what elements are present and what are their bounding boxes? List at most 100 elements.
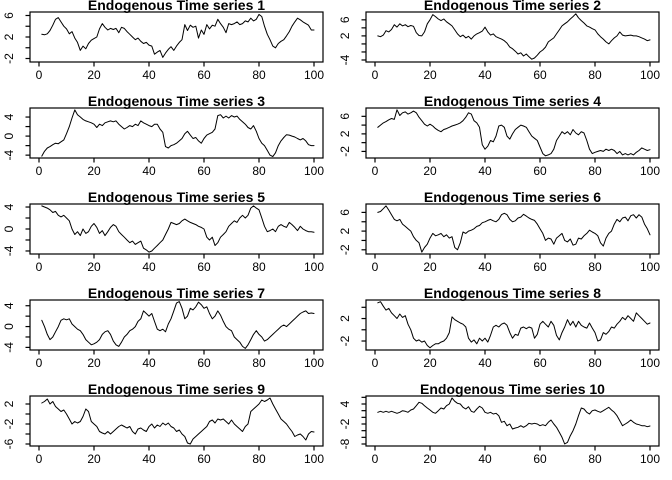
x-tick-label: 40: [142, 452, 156, 466]
plot-title: Endogenous Time series 7: [88, 288, 265, 301]
x-tick-label: 100: [304, 356, 324, 370]
x-tick-label: 20: [87, 356, 101, 370]
time-series-plot-8: Endogenous Time series 8 0 20 40 60 80 100 -2 2: [336, 288, 672, 384]
plot-box: [365, 107, 660, 159]
x-tick-label: 40: [142, 164, 156, 178]
x-tick-label: 0: [372, 164, 379, 178]
x-tick-label: 100: [304, 68, 324, 82]
series-line: [377, 301, 651, 349]
x-tick-label: 20: [423, 452, 437, 466]
time-series-plot-4: Endogenous Time series 4 0 20 40 60 80 100 -2 2 6: [336, 96, 672, 192]
time-series-plot-6: Endogenous Time series 6 0 20 40 60 80 100 -2 2 6: [336, 192, 672, 288]
plot-box: [365, 299, 660, 351]
y-tick-label: 2: [338, 227, 352, 234]
y-tick-label: -4: [338, 54, 352, 65]
x-tick-label: 100: [640, 260, 660, 274]
y-tick-label: 2: [338, 32, 352, 39]
plot-title: Endogenous Time series 5: [88, 192, 265, 205]
x-tick-label: 60: [533, 68, 547, 82]
x-tick-label: 80: [588, 68, 602, 82]
y-tick-label: -2: [2, 418, 16, 429]
x-tick-label: 0: [36, 356, 43, 370]
x-tick-label: 40: [478, 452, 492, 466]
x-tick-label: 80: [252, 356, 266, 370]
plot-box: [29, 299, 324, 351]
y-tick-label: 2: [2, 33, 16, 40]
time-series-plot-3: Endogenous Time series 3 0 20 40 60 80 100 -4 0 4: [0, 96, 336, 192]
series-line: [377, 109, 651, 157]
x-tick-label: 80: [588, 356, 602, 370]
x-tick-label: 100: [640, 164, 660, 178]
plot-canvas-8: Endogenous Time series 8 0 20 40 60 80 100 -2 2: [338, 288, 660, 370]
x-tick-label: 80: [588, 260, 602, 274]
x-tick-label: 20: [87, 68, 101, 82]
x-tick-label: 20: [423, 68, 437, 82]
x-tick-label: 80: [252, 452, 266, 466]
x-tick-label: 80: [252, 260, 266, 274]
x-tick-label: 40: [142, 260, 156, 274]
y-tick-label: -2: [338, 418, 352, 429]
plot-canvas-5: Endogenous Time series 5 0 20 40 60 80 100 -4 0 4: [2, 192, 324, 274]
y-tick-label: -8: [338, 438, 352, 449]
plot-box: [365, 203, 660, 255]
y-tick-label: -2: [338, 335, 352, 346]
x-tick-label: 20: [87, 164, 101, 178]
x-tick-label: 20: [87, 452, 101, 466]
x-tick-label: 0: [36, 260, 43, 274]
x-tick-label: 40: [478, 164, 492, 178]
x-tick-label: 80: [588, 452, 602, 466]
x-tick-label: 80: [252, 68, 266, 82]
x-tick-label: 80: [588, 164, 602, 178]
y-tick-label: 2: [2, 400, 16, 407]
x-tick-label: 20: [87, 260, 101, 274]
plot-canvas-2: Endogenous Time series 2 0 20 40 60 80 100 -4 2 6: [338, 0, 660, 82]
x-tick-label: 60: [197, 452, 211, 466]
y-tick-label: 6: [2, 12, 16, 19]
y-tick-label: 4: [2, 203, 16, 210]
series-line: [377, 13, 651, 60]
x-tick-label: 60: [197, 356, 211, 370]
y-tick-label: 6: [338, 209, 352, 216]
plot-title: Endogenous Time series 10: [420, 384, 605, 397]
x-tick-label: 40: [478, 68, 492, 82]
series-line: [41, 13, 315, 58]
y-tick-label: -4: [2, 342, 16, 353]
x-tick-label: 40: [142, 68, 156, 82]
plot-box: [29, 203, 324, 255]
x-tick-label: 100: [304, 260, 324, 274]
x-tick-label: 60: [533, 452, 547, 466]
x-tick-label: 0: [372, 356, 379, 370]
time-series-plot-5: Endogenous Time series 5 0 20 40 60 80 100 -4 0 4: [0, 192, 336, 288]
x-tick-label: 40: [478, 356, 492, 370]
plot-title: Endogenous Time series 4: [424, 96, 601, 109]
x-tick-label: 60: [197, 68, 211, 82]
plot-canvas-10: Endogenous Time series 10 0 20 40 60 80 100 -8 -…: [338, 384, 660, 466]
time-series-plot-7: Endogenous Time series 7 0 20 40 60 80 100 -4 0 4: [0, 288, 336, 384]
y-tick-label: -4: [2, 245, 16, 256]
y-tick-label: 0: [2, 225, 16, 232]
series-line: [377, 397, 651, 445]
x-tick-label: 80: [252, 164, 266, 178]
y-tick-label: 6: [338, 16, 352, 23]
plot-title: Endogenous Time series 8: [424, 288, 601, 301]
x-tick-label: 60: [197, 260, 211, 274]
y-tick-label: -2: [338, 244, 352, 255]
x-tick-label: 0: [372, 68, 379, 82]
y-tick-label: -4: [2, 149, 16, 160]
plot-canvas-7: Endogenous Time series 7 0 20 40 60 80 100 -4 0 4: [2, 288, 324, 370]
time-series-plot-1: Endogenous Time series 1 0 20 40 60 80 100 -2 2 6: [0, 0, 336, 96]
y-tick-label: 2: [338, 130, 352, 137]
y-tick-label: 0: [2, 132, 16, 139]
x-tick-label: 40: [142, 356, 156, 370]
x-tick-label: 60: [533, 164, 547, 178]
x-tick-label: 100: [640, 356, 660, 370]
y-tick-label: 6: [338, 113, 352, 120]
plot-canvas-6: Endogenous Time series 6 0 20 40 60 80 100 -2 2 6: [338, 192, 660, 274]
plot-title: Endogenous Time series 2: [424, 0, 601, 13]
x-tick-label: 100: [304, 164, 324, 178]
x-tick-label: 20: [423, 260, 437, 274]
x-tick-label: 60: [197, 164, 211, 178]
plot-canvas-4: Endogenous Time series 4 0 20 40 60 80 100 -2 2 6: [338, 96, 660, 178]
y-tick-label: 4: [2, 302, 16, 309]
x-tick-label: 100: [640, 68, 660, 82]
